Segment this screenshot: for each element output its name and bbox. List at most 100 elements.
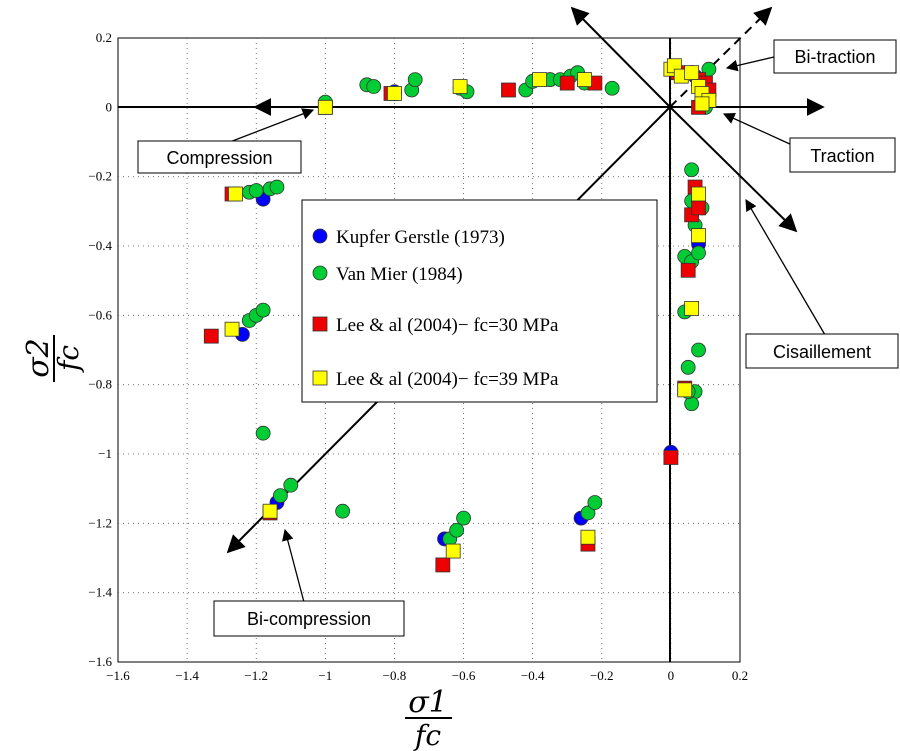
tick-labels: −1.6 −1.4 −1.2 −1 −0.8 −0.6 −0.4 −0.2 0 0.2 0.2 0 −0…: [88, 30, 748, 683]
compression-callout-arrow: [221, 108, 315, 146]
data-point: [224, 321, 240, 337]
data-point: [691, 200, 706, 216]
data-point: [203, 328, 219, 344]
data-point: [255, 302, 271, 318]
data-point: [684, 65, 700, 81]
y-axis-label-numerator: σ2: [21, 338, 56, 378]
y-tick-label: −0.4: [88, 238, 112, 253]
data-point: [456, 510, 471, 526]
data-point: [255, 425, 271, 441]
annotation-bi-compression-label: Bi-compression: [247, 609, 371, 629]
x-axis-label-numerator: σ1: [408, 685, 448, 720]
data-point: [273, 488, 288, 504]
data-point: [680, 262, 696, 278]
legend-marker: [312, 265, 328, 281]
legend-label: Kupfer Gerstle (1973): [336, 227, 505, 248]
data-point: [559, 75, 575, 91]
data-point: [691, 245, 706, 261]
data-point: [366, 79, 382, 94]
data-point: [691, 342, 706, 358]
data-point: [604, 80, 620, 96]
x-tick-label: −1.6: [106, 668, 130, 683]
legend-label: Lee & al (2004)− fc=39 MPa: [336, 369, 559, 390]
data-point: [452, 79, 468, 94]
legend: Kupfer Gerstle (1973) Van Mier (1984) Lee …: [301, 199, 658, 403]
data-point: [262, 503, 278, 519]
y-axis-label-denominator: fc: [52, 345, 85, 373]
data-point: [684, 162, 700, 178]
x-tick-label: −1: [318, 668, 332, 683]
data-point: [680, 359, 696, 375]
series-3: [224, 58, 717, 559]
data-point: [580, 505, 596, 521]
y-tick-label: −0.2: [88, 169, 112, 184]
traction-callout-arrow: [722, 113, 793, 146]
annotation-traction-label: Traction: [810, 146, 874, 166]
annotation-traction: Traction: [789, 137, 896, 173]
data-point: [228, 186, 243, 202]
data-point: [407, 72, 423, 87]
y-tick-label: −1: [98, 446, 112, 461]
data-point: [283, 477, 299, 493]
data-point: [449, 522, 465, 538]
annotation-bi-traction-label: Bi-traction: [794, 47, 875, 67]
data-point: [684, 300, 700, 316]
bi-compression-callout-arrow: [282, 528, 306, 607]
legend-marker: [312, 370, 328, 386]
legend-label: Lee & al (2004)− fc=30 MPa: [336, 315, 559, 336]
data-point: [580, 529, 596, 545]
annotation-bi-compression: Bi-compression: [213, 600, 405, 637]
x-tick-label: −0.2: [590, 668, 614, 683]
y-tick-label: −1.2: [88, 515, 112, 530]
x-tick-label: 0.2: [732, 668, 748, 683]
data-point: [694, 96, 710, 112]
x-tick-label: −1.2: [244, 668, 268, 683]
y-tick-label: −1.4: [88, 585, 112, 600]
cisaillement-callout-arrow: [745, 198, 829, 341]
data-point: [691, 186, 706, 202]
x-tick-label: −0.8: [383, 668, 407, 683]
x-tick-label: −0.6: [452, 668, 476, 683]
data-points: [203, 58, 717, 573]
data-point: [577, 72, 592, 87]
x-tick-label: −1.4: [175, 668, 199, 683]
data-point: [269, 179, 285, 195]
x-tick-label: −0.4: [521, 668, 545, 683]
y-tick-label: −0.6: [88, 307, 112, 322]
data-point: [317, 99, 333, 115]
annotation-cisaillement-label: Cisaillement: [773, 342, 871, 362]
data-point: [677, 382, 693, 398]
data-point: [445, 543, 461, 559]
data-point: [587, 495, 603, 510]
data-point: [435, 557, 451, 573]
data-point: [387, 86, 402, 101]
bi-traction-callout-arrow: [725, 56, 775, 72]
annotation-cisaillement: Cisaillement: [745, 333, 899, 369]
y-tick-label: 0: [106, 99, 113, 114]
y-tick-label: −0.8: [88, 377, 112, 392]
shear-arrow-down: [669, 106, 798, 233]
annotation-compression: Compression: [137, 140, 302, 174]
x-tick-label: 0: [668, 668, 675, 683]
y-axis-label: σ2 fc: [21, 335, 85, 382]
callout-arrows: [221, 56, 829, 607]
shear-arrow-up: [570, 6, 671, 108]
y-tick-label: 0.2: [96, 30, 112, 45]
annotation-compression-label: Compression: [166, 148, 272, 168]
y-tick-label: −1.6: [88, 654, 112, 669]
data-point: [691, 228, 706, 244]
x-axis-label-denominator: fc: [413, 719, 441, 751]
data-point: [663, 450, 679, 465]
legend-box: [301, 199, 658, 403]
bi-traction-direction-arrow: [669, 6, 773, 108]
data-point: [532, 72, 547, 87]
x-axis-label: σ1 fc: [405, 685, 452, 751]
annotation-bi-traction: Bi-traction: [773, 39, 897, 74]
data-point: [501, 82, 516, 98]
legend-marker: [312, 228, 328, 244]
data-point: [248, 183, 264, 198]
data-point: [335, 503, 351, 519]
legend-marker: [312, 316, 328, 332]
legend-label: Van Mier (1984): [336, 264, 463, 285]
